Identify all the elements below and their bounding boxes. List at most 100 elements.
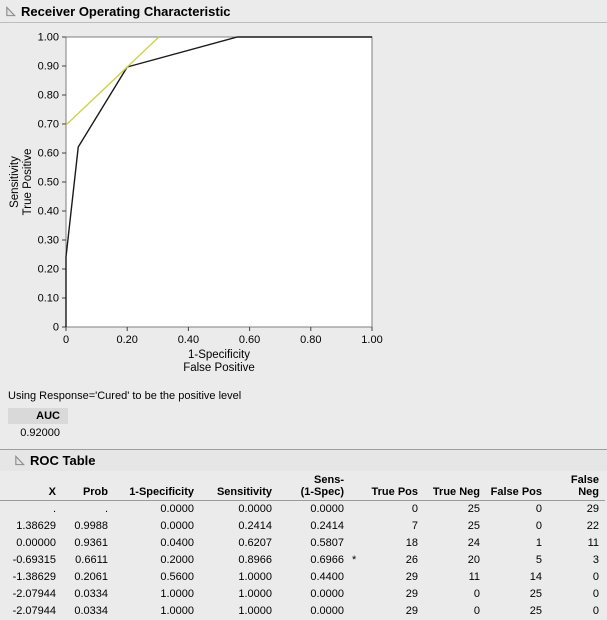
table-cell: 1.0000 <box>238 571 272 583</box>
table-cell: 0.0000 <box>238 503 272 515</box>
table-cell: 1.38629 <box>16 520 56 532</box>
table-cell: -0.69315 <box>12 554 56 566</box>
disclosure-triangle-icon[interactable] <box>5 6 16 17</box>
table-cell: 5 <box>535 554 542 566</box>
x-tick-label: 0.80 <box>300 334 321 346</box>
table-cell: 0 <box>473 605 480 617</box>
table-cell: 0.0334 <box>74 605 108 617</box>
table-cell: 0.6207 <box>238 537 272 549</box>
column-header: Prob <box>62 473 114 501</box>
column-header: X <box>0 473 62 501</box>
table-row: -2.07944 0.0334 1.0000 1.0000 0.0000 29 0 25 0 <box>0 586 605 603</box>
y-tick-label: 0.30 <box>38 235 59 247</box>
auc-value: 0.92000 <box>20 427 60 439</box>
table-cell <box>350 518 366 535</box>
table-cell: 24 <box>467 537 480 549</box>
table-cell <box>350 535 366 552</box>
y-axis-title: True Positive <box>22 149 34 216</box>
table-cell: 11 <box>468 571 480 583</box>
table-cell: 0 <box>592 588 599 600</box>
positive-level-note: Using Response='Cured' to be the positiv… <box>8 390 242 402</box>
table-cell: 3 <box>592 554 599 566</box>
column-header: Sensitivity <box>200 473 278 501</box>
table-row: 0.00000 0.9361 0.0400 0.6207 0.5807 18 24 1 11 <box>0 535 605 552</box>
column-header <box>350 473 366 501</box>
table-cell: 29 <box>405 605 418 617</box>
y-tick-label: 0.50 <box>38 177 59 189</box>
table-cell: 26 <box>405 554 418 566</box>
table-header-row: X Prob 1-Specificity Sensitivity Sens- (1-Sp… <box>0 473 605 501</box>
x-axis-title: 1-Specificity <box>188 349 250 361</box>
table-cell: 0 <box>411 503 418 515</box>
table-cell: 7 <box>411 520 418 532</box>
table-cell: -2.07944 <box>12 605 56 617</box>
y-tick-label: 0.90 <box>38 61 59 73</box>
table-cell: 0.0000 <box>310 605 344 617</box>
table-cell: -1.38629 <box>12 571 56 583</box>
table-cell: 0.0400 <box>160 537 194 549</box>
table-cell: 0.9361 <box>74 537 108 549</box>
table-cell: 1.0000 <box>238 605 272 617</box>
roc-curve <box>65 36 372 327</box>
x-tick-label: 1.00 <box>361 334 382 346</box>
table-cell: 11 <box>587 537 599 549</box>
table-cell: 14 <box>529 571 542 583</box>
table-cell: * <box>352 554 357 566</box>
x-tick-label: 0.60 <box>239 334 260 346</box>
y-tick-label: 0.60 <box>38 148 59 160</box>
auc-column-header: AUC <box>8 408 68 424</box>
optimal-threshold-reference-line <box>65 36 160 126</box>
y-tick-label: 0.10 <box>38 293 59 305</box>
table-cell: 1.0000 <box>238 588 272 600</box>
table-cell: 0 <box>592 571 599 583</box>
table-cell: 18 <box>405 537 418 549</box>
table-cell: 22 <box>586 520 599 532</box>
table-cell: 0 <box>592 605 599 617</box>
y-axis-title: Sensitivity <box>9 156 21 208</box>
table-row: -0.69315 0.6611 0.2000 0.8966 0.6966 * 26 20 5 3 <box>0 552 605 569</box>
table-cell: 25 <box>467 520 480 532</box>
table-cell: 1 <box>535 537 542 549</box>
table-cell: 0.6611 <box>75 554 108 566</box>
table-cell: 0.00000 <box>16 537 56 549</box>
table-cell <box>350 586 366 603</box>
column-header: 1-Specificity <box>114 473 200 501</box>
table-row: 1.38629 0.9988 0.0000 0.2414 0.2414 7 25 0 22 <box>0 518 605 535</box>
section-header-roc-table[interactable]: ROC Table <box>0 449 607 471</box>
y-tick-label: 1.00 <box>38 32 59 44</box>
y-tick-label: 0 <box>53 322 59 334</box>
table-cell: 25 <box>529 605 542 617</box>
table-cell: 29 <box>405 588 418 600</box>
section-title-roc: Receiver Operating Characteristic <box>21 4 231 19</box>
table-cell: 0.2061 <box>74 571 108 583</box>
table-cell: 20 <box>467 554 480 566</box>
table-cell <box>350 501 366 519</box>
table-cell: 29 <box>405 571 418 583</box>
column-header: True Neg <box>424 473 486 501</box>
table-cell: 0.0000 <box>160 520 194 532</box>
roc-data-table: X Prob 1-Specificity Sensitivity Sens- (1-Sp… <box>0 473 605 620</box>
table-cell: 0.0000 <box>160 503 194 515</box>
roc-plot: 0 0.10 0.20 0.30 0.40 0.50 0.60 0.70 0.80 0.90 1.0… <box>9 32 383 375</box>
x-axis-title: False Positive <box>183 362 255 374</box>
table-cell: 25 <box>467 503 480 515</box>
x-tick-label: 0 <box>63 334 69 346</box>
y-tick-label: 0.80 <box>38 90 59 102</box>
table-cell: 0.4400 <box>310 571 344 583</box>
column-header: False Neg <box>548 473 605 501</box>
table-cell: 0 <box>473 588 480 600</box>
y-tick-label: 0.70 <box>38 119 59 131</box>
table-cell: 0.5600 <box>160 571 194 583</box>
table-cell: 0.0334 <box>74 588 108 600</box>
column-header: True Pos <box>366 473 424 501</box>
table-cell: 25 <box>529 588 542 600</box>
x-tick-label: 0.40 <box>178 334 199 346</box>
x-tick-label: 0.20 <box>116 334 137 346</box>
table-cell: 0.2000 <box>160 554 194 566</box>
auc-table: AUC 0.92000 <box>8 408 607 441</box>
table-row: .. 0.0000 0.0000 0.0000 0 25 0 29 <box>0 501 605 519</box>
table-cell: 1.0000 <box>160 588 194 600</box>
section-header-roc[interactable]: Receiver Operating Characteristic <box>0 0 607 23</box>
disclosure-triangle-icon[interactable] <box>14 455 25 466</box>
